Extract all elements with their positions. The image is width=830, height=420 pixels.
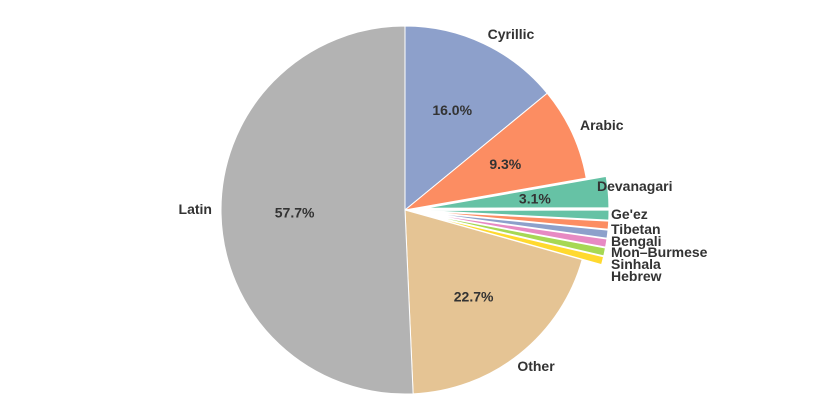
slice-cyrillic	[404, 25, 548, 212]
slice-other	[404, 209, 583, 395]
pct-label-devanagari: 3.1%	[519, 190, 551, 206]
pct-label-latin: 57.7%	[275, 204, 315, 220]
slice-bengali	[424, 211, 609, 239]
slice-latin	[220, 25, 414, 395]
slice-sinhala	[424, 213, 607, 257]
slice-mon-burmese	[424, 212, 608, 248]
label-tibetan: Tibetan	[611, 221, 661, 237]
percentage-labels: 16.0% 9.3% 3.1% 22.7% 57.7%	[275, 102, 552, 304]
pct-label-other: 22.7%	[454, 288, 494, 304]
label-ge-ez: Ge'ez	[611, 206, 648, 222]
slice-tibetan	[424, 210, 610, 230]
label-bengali: Bengali	[611, 233, 662, 249]
label-mon-burmese: Mon–Burmese	[611, 244, 708, 260]
pct-label-cyrillic: 16.0%	[432, 102, 472, 118]
slice-labels: Cyrillic Arabic Devanagari Ge'ezTibetanBeng…	[179, 26, 708, 374]
label-hebrew: Hebrew	[611, 268, 662, 284]
pie-slices	[220, 25, 610, 395]
label-arabic: Arabic	[580, 117, 624, 133]
slice-arabic	[403, 92, 587, 211]
pct-label-arabic: 9.3%	[489, 156, 521, 172]
slice-ge-ez	[424, 209, 610, 221]
slice-hebrew	[424, 214, 605, 266]
label-devanagari: Devanagari	[597, 178, 672, 194]
label-other: Other	[517, 358, 555, 374]
label-latin: Latin	[179, 201, 212, 217]
slice-devanagari	[424, 175, 610, 209]
label-sinhala: Sinhala	[611, 256, 661, 272]
label-cyrillic: Cyrillic	[488, 26, 535, 42]
